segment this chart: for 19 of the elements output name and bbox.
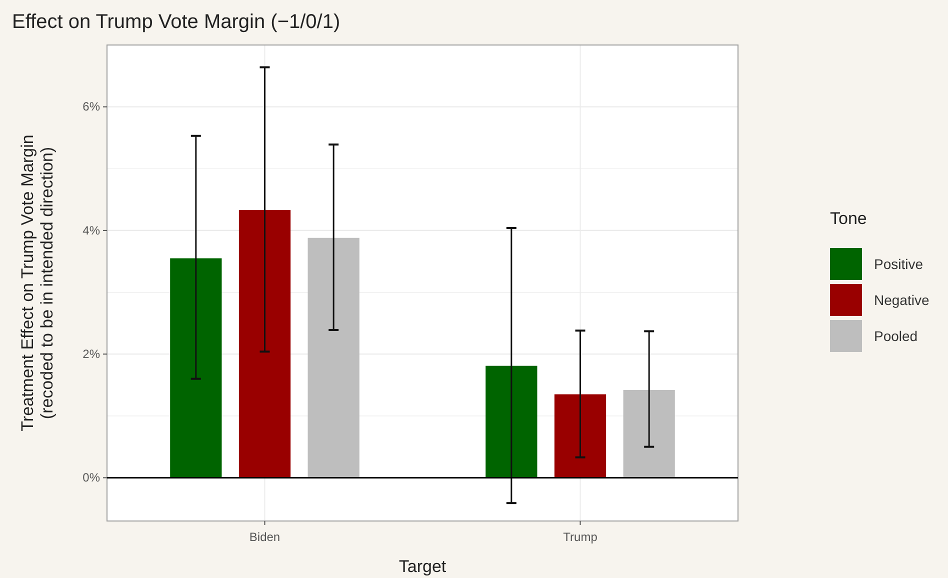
bar [308, 238, 360, 478]
chart-title: Effect on Trump Vote Margin (−1/0/1) [12, 11, 340, 33]
legend-title: Tone [830, 209, 867, 228]
y-tick-label: 6% [82, 100, 100, 114]
y-tick-label: 2% [82, 346, 100, 361]
y-axis-title: Treatment Effect on Trump Vote Margin (recoded to be in intended direction) [18, 134, 57, 432]
legend-label: Pooled [874, 328, 918, 344]
legend-label: Positive [874, 256, 924, 272]
bar [170, 258, 222, 478]
x-axis-title: Target [398, 557, 446, 576]
x-tick-label: Biden [249, 530, 280, 544]
bar [623, 390, 675, 478]
x-tick-label: Trump [563, 530, 598, 544]
legend-label: Negative [874, 292, 930, 308]
y-tick-label: 4% [82, 223, 100, 238]
y-tick-label: 0% [82, 470, 100, 485]
bar [554, 394, 606, 478]
bar [238, 210, 291, 478]
bar [486, 366, 538, 478]
